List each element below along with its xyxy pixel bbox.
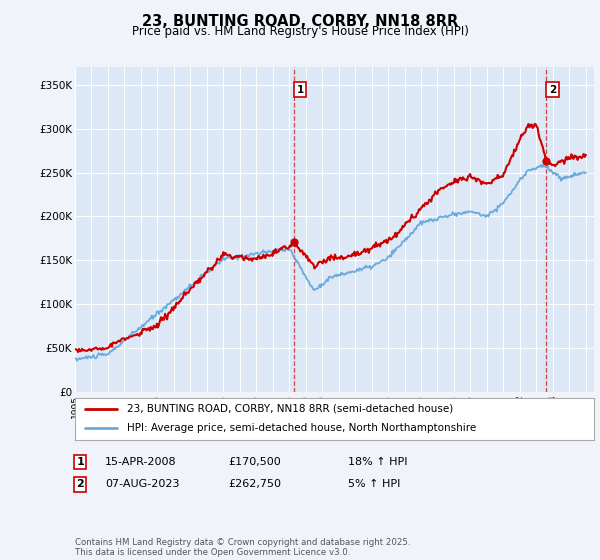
Text: £262,750: £262,750	[228, 479, 281, 489]
Text: HPI: Average price, semi-detached house, North Northamptonshire: HPI: Average price, semi-detached house,…	[127, 423, 476, 433]
Text: 1: 1	[296, 85, 304, 95]
Text: 5% ↑ HPI: 5% ↑ HPI	[348, 479, 400, 489]
Text: 1: 1	[76, 457, 84, 467]
Text: Price paid vs. HM Land Registry's House Price Index (HPI): Price paid vs. HM Land Registry's House …	[131, 25, 469, 38]
Text: 2: 2	[548, 85, 556, 95]
Text: 15-APR-2008: 15-APR-2008	[105, 457, 176, 467]
Text: £170,500: £170,500	[228, 457, 281, 467]
Text: 23, BUNTING ROAD, CORBY, NN18 8RR: 23, BUNTING ROAD, CORBY, NN18 8RR	[142, 14, 458, 29]
Text: Contains HM Land Registry data © Crown copyright and database right 2025.
This d: Contains HM Land Registry data © Crown c…	[75, 538, 410, 557]
Text: 23, BUNTING ROAD, CORBY, NN18 8RR (semi-detached house): 23, BUNTING ROAD, CORBY, NN18 8RR (semi-…	[127, 404, 453, 414]
Text: 07-AUG-2023: 07-AUG-2023	[105, 479, 179, 489]
Text: 18% ↑ HPI: 18% ↑ HPI	[348, 457, 407, 467]
Text: 2: 2	[76, 479, 84, 489]
